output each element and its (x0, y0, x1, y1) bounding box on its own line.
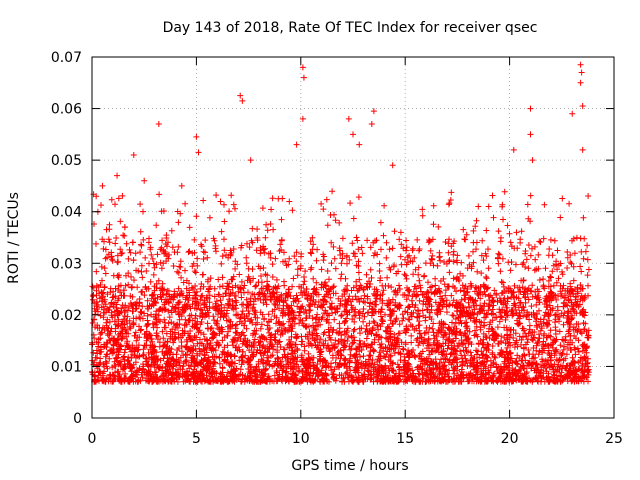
scatter-point (577, 79, 584, 86)
scatter-point (99, 182, 106, 189)
scatter-point (293, 141, 300, 148)
scatter-point (141, 177, 148, 184)
scatter-point (527, 105, 534, 112)
scatter-point (237, 92, 244, 99)
scatter-point (529, 157, 536, 164)
y-tick-label: 0.05 (51, 153, 82, 169)
y-tick-label: 0.01 (51, 359, 82, 375)
scatter-point (193, 133, 200, 140)
x-tick-label: 25 (605, 431, 623, 447)
x-tick-label: 10 (292, 431, 310, 447)
x-tick-labels: 0 5 10 15 20 25 (88, 431, 623, 447)
scatter-point (527, 131, 534, 138)
scatter-point (579, 146, 586, 153)
scatter-point (389, 162, 396, 169)
tick-marks (91, 56, 615, 419)
x-tick-label: 5 (192, 431, 201, 447)
x-tick-label: 15 (396, 431, 414, 447)
scatter-point (130, 151, 137, 158)
y-tick-labels: 0 0.01 0.02 0.03 0.04 0.05 0.06 0.07 (51, 50, 82, 427)
scatter-point (356, 141, 363, 148)
scatter-point (155, 121, 162, 128)
x-axis-label: GPS time / hours (291, 458, 408, 474)
scatter-point (345, 115, 352, 122)
data-points (89, 61, 592, 385)
scatter-point (93, 193, 100, 200)
scatter-point (299, 115, 306, 122)
y-tick-label: 0.03 (51, 256, 82, 272)
x-tick-label: 20 (501, 431, 519, 447)
y-tick-label: 0 (73, 411, 82, 427)
scatter-point (510, 146, 517, 153)
scatter-point-cloud (89, 188, 592, 385)
scatter-point (579, 102, 586, 109)
chart-title: Day 143 of 2018, Rate Of TEC Index for r… (163, 20, 538, 36)
y-tick-label: 0.02 (51, 308, 82, 324)
x-tick-label: 0 (88, 431, 97, 447)
scatter-point (114, 172, 121, 179)
scatter-point (569, 110, 576, 117)
scatter-point (239, 97, 246, 104)
scatter-point (195, 149, 202, 156)
scatter-point (300, 74, 307, 81)
y-tick-label: 0.06 (51, 102, 82, 118)
scatter-point (350, 131, 356, 138)
scatter-point (178, 182, 185, 189)
scatter-point (299, 64, 306, 71)
y-axis-label: ROTI / TECUs (6, 192, 22, 284)
plot-frame (91, 56, 615, 419)
y-tick-label: 0.04 (51, 205, 82, 221)
scatter-point (370, 108, 377, 115)
scatter-point (485, 203, 492, 210)
scatter-point (368, 121, 375, 128)
y-tick-label: 0.07 (51, 50, 82, 66)
scatter-point (475, 203, 482, 210)
scatter-point (578, 69, 585, 76)
scatter-point (577, 61, 584, 68)
scatter-point (247, 157, 254, 164)
